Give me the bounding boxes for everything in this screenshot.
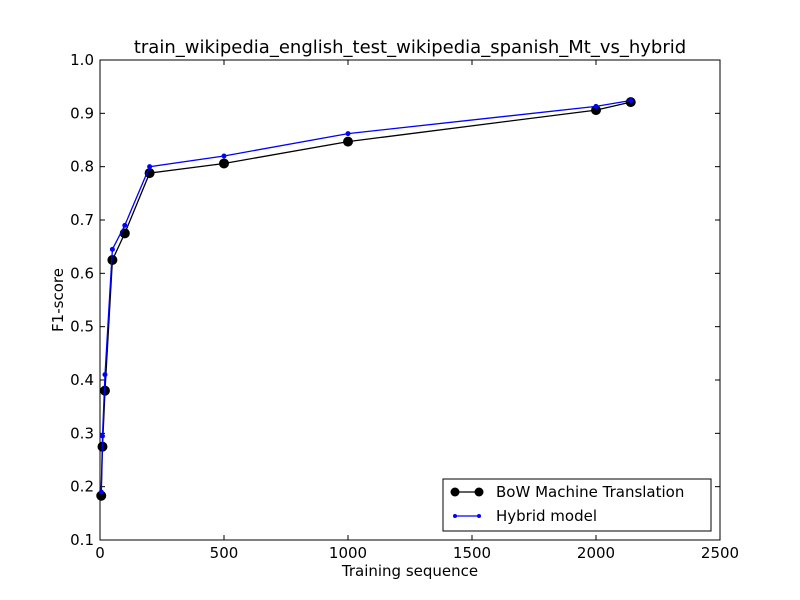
y-tick-label: 0.6: [70, 264, 94, 282]
data-point: [221, 153, 227, 159]
data-point: [345, 131, 351, 137]
y-tick-label: 0.2: [70, 478, 94, 496]
y-axis-label: F1-score: [49, 268, 67, 332]
data-point: [593, 103, 599, 109]
y-tick-label: 0.5: [70, 318, 94, 336]
plot-frame: [99, 59, 721, 541]
data-point: [109, 246, 115, 252]
data-point: [628, 98, 634, 104]
data-point: [147, 164, 153, 170]
chart-title: train_wikipedia_english_test_wikipedia_s…: [134, 37, 686, 58]
x-tick-label: 1000: [329, 544, 367, 562]
legend-box: [442, 478, 712, 532]
x-tick-label: 0: [95, 544, 105, 562]
x-tick-label: 2000: [577, 544, 615, 562]
data-point: [98, 489, 104, 495]
data-point: [99, 433, 105, 439]
x-tick-label: 2500: [701, 544, 739, 562]
legend-marker: [474, 487, 484, 497]
x-axis: 0 500 1000 1500 2000 2500: [95, 60, 739, 562]
series-line-1: [100, 99, 631, 493]
x-axis-label: Training sequence: [341, 562, 478, 580]
y-tick-label: 0.1: [70, 531, 94, 549]
data-point: [102, 372, 108, 378]
legend-marker: [450, 487, 460, 497]
data-point: [122, 222, 128, 228]
data-point: [219, 158, 229, 169]
y-tick-label: 0.8: [70, 158, 94, 176]
legend-label: BoW Machine Translation: [496, 483, 684, 501]
legend-label: Hybrid model: [496, 507, 597, 525]
data-point: [343, 136, 353, 147]
y-axis: 0.1 0.2 0.3 0.4 0.5 0.6 0.7 0.8 0.9 1.0: [70, 51, 720, 549]
y-tick-label: 0.3: [70, 424, 94, 442]
y-tick-label: 0.7: [70, 211, 94, 229]
y-tick-label: 0.9: [70, 104, 94, 122]
series-layer: [96, 97, 636, 501]
y-tick-label: 0.4: [70, 371, 94, 389]
legend-marker: [477, 514, 481, 518]
x-tick-label: 1500: [453, 544, 491, 562]
y-tick-label: 1.0: [70, 51, 94, 69]
legend: BoW Machine Translation Hybrid model: [442, 478, 712, 532]
legend-marker: [453, 514, 457, 518]
x-tick-label: 500: [210, 544, 239, 562]
